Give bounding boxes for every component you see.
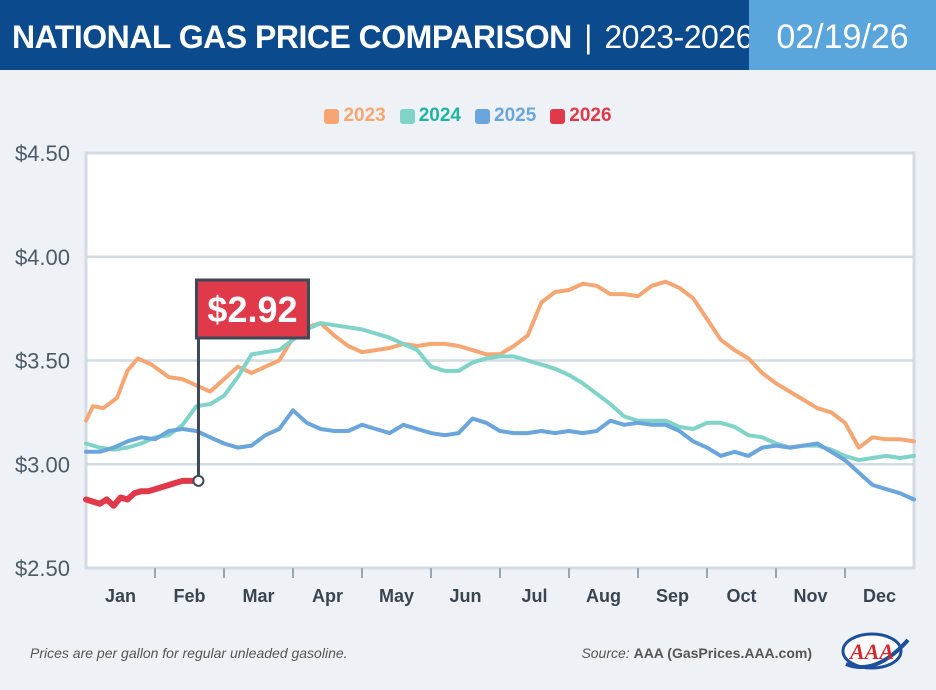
x-tick-label: Oct xyxy=(726,586,756,606)
source-credit: Source: AAA (GasPrices.AAA.com) xyxy=(581,645,812,661)
legend-swatch-2026 xyxy=(550,108,566,124)
chart-legend: 2023 2024 2025 2026 xyxy=(0,101,936,131)
title-separator: | xyxy=(584,19,592,55)
legend-label-2026: 2026 xyxy=(569,105,612,126)
series-line-2024 xyxy=(84,321,916,463)
legend-item-2026: 2026 xyxy=(550,101,612,131)
x-tick-label: Mar xyxy=(242,586,274,606)
series-line-2023 xyxy=(84,279,916,450)
x-tick-label: Feb xyxy=(173,586,205,606)
legend-item-2024: 2024 xyxy=(399,101,461,131)
x-tick-label: Sep xyxy=(656,586,689,606)
x-tick-label: Dec xyxy=(863,586,896,606)
callout-label: $2.92 xyxy=(207,289,297,330)
x-tick-label: May xyxy=(379,586,414,606)
title-years: 2023-2026 xyxy=(604,19,753,55)
series-line-2025 xyxy=(84,408,916,502)
y-tick-label: $2.50 xyxy=(15,556,70,581)
header-bar: NATIONAL GAS PRICE COMPARISON | 2023-202… xyxy=(0,0,936,70)
date-label: 02/19/26 xyxy=(776,18,909,56)
x-tick-label: Jul xyxy=(521,586,547,606)
chart-title: NATIONAL GAS PRICE COMPARISON | 2023-202… xyxy=(12,0,753,70)
source-label: Source: xyxy=(581,645,630,661)
x-tick-label: Jun xyxy=(449,586,481,606)
legend-swatch-2024 xyxy=(399,108,415,124)
legend-swatch-2025 xyxy=(475,108,490,124)
footnote: Prices are per gallon for regular unlead… xyxy=(30,645,348,661)
date-box: 02/19/26 xyxy=(749,0,936,70)
x-tick-label: Jan xyxy=(105,586,136,606)
y-tick-label: $4.00 xyxy=(15,245,70,270)
legend-swatch-2023 xyxy=(324,108,340,124)
legend-label-2024: 2024 xyxy=(418,105,461,126)
series-line-2026 xyxy=(83,477,202,509)
y-tick-label: $3.00 xyxy=(15,452,70,477)
callout-flag xyxy=(194,278,310,340)
legend-item-2025: 2025 xyxy=(475,101,536,131)
legend-label-2023: 2023 xyxy=(343,105,386,126)
legend-item-2023: 2023 xyxy=(324,101,386,131)
y-tick-label: $3.50 xyxy=(15,349,70,374)
x-tick-label: Nov xyxy=(793,586,827,606)
x-tick-label: Apr xyxy=(312,586,343,606)
y-tick-label: $4.50 xyxy=(15,141,70,166)
x-tick-label: Aug xyxy=(586,586,621,606)
callout-point xyxy=(192,474,205,487)
source-value: AAA (GasPrices.AAA.com) xyxy=(633,645,812,661)
aaa-logo-icon: AAA xyxy=(841,632,910,670)
logo-text: AAA xyxy=(848,639,894,664)
legend-label-2025: 2025 xyxy=(494,105,537,126)
title-main: NATIONAL GAS PRICE COMPARISON xyxy=(12,19,572,55)
